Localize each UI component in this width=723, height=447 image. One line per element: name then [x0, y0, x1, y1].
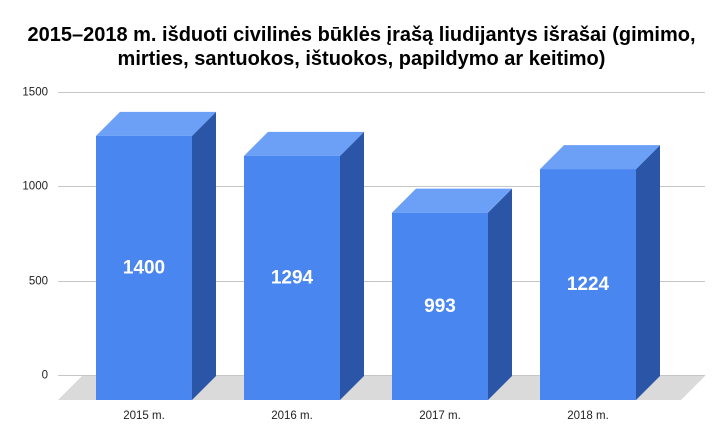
data-label: 1294: [271, 267, 314, 288]
bar-4-top: [540, 145, 660, 170]
bar-2-front: [244, 155, 340, 400]
data-label: 993: [424, 296, 456, 317]
bar-1-top: [96, 111, 216, 136]
x-tick-label: 2017 m.: [419, 410, 461, 422]
y-tick-label: 500: [29, 276, 48, 288]
bar-3-side: [488, 188, 512, 400]
y-tick-label: 0: [42, 370, 48, 382]
x-tick-label: 2015 m.: [123, 410, 165, 422]
bar-3-top: [392, 188, 512, 213]
x-tick-label: 2016 m.: [271, 410, 313, 422]
y-tick-label: 1000: [22, 181, 48, 193]
data-label: 1224: [567, 274, 610, 295]
x-tick-label: 2018 m.: [567, 410, 609, 422]
bar-1-front: [96, 135, 192, 400]
bar-2-top: [244, 131, 364, 156]
chart-title: 2015–2018 m. išduoti civilinės būklės įr…: [27, 24, 696, 70]
bar-4-front: [540, 169, 636, 400]
bar-3-front: [392, 212, 488, 400]
data-label: 1400: [123, 257, 165, 278]
bar-4-side: [636, 145, 660, 400]
bar-1-side: [192, 111, 216, 400]
bar-2-side: [340, 131, 364, 400]
y-tick-label: 1500: [22, 87, 48, 99]
